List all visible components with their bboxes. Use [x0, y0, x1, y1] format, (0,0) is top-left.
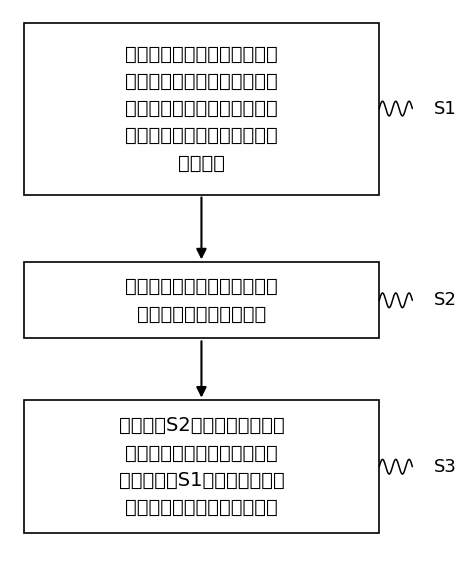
Text: 测量待测样品的反射率光谱并
获取其对应的色空间坐标: 测量待测样品的反射率光谱并 获取其对应的色空间坐标	[125, 277, 278, 324]
Text: 提供多组已知光学薄膜厚度的
标准样品，获得多组标准样品
中光学薄膜厚度与光学薄膜反
射率光谱的色空间坐标之间的
对应关系: 提供多组已知光学薄膜厚度的 标准样品，获得多组标准样品 中光学薄膜厚度与光学薄膜…	[125, 45, 278, 173]
Text: S3: S3	[434, 458, 456, 475]
Text: 基于步骤S2中获取的待测样品
的反射率光谱的色坐标空间，
并依据步骤S1中所述对应关系
得到待测样品的光学薄膜厚度: 基于步骤S2中获取的待测样品 的反射率光谱的色坐标空间， 并依据步骤S1中所述对…	[118, 416, 284, 517]
Bar	[24, 23, 379, 195]
Text: S2: S2	[434, 292, 456, 309]
Bar	[24, 400, 379, 533]
Bar	[24, 262, 379, 338]
Text: S1: S1	[434, 100, 456, 117]
